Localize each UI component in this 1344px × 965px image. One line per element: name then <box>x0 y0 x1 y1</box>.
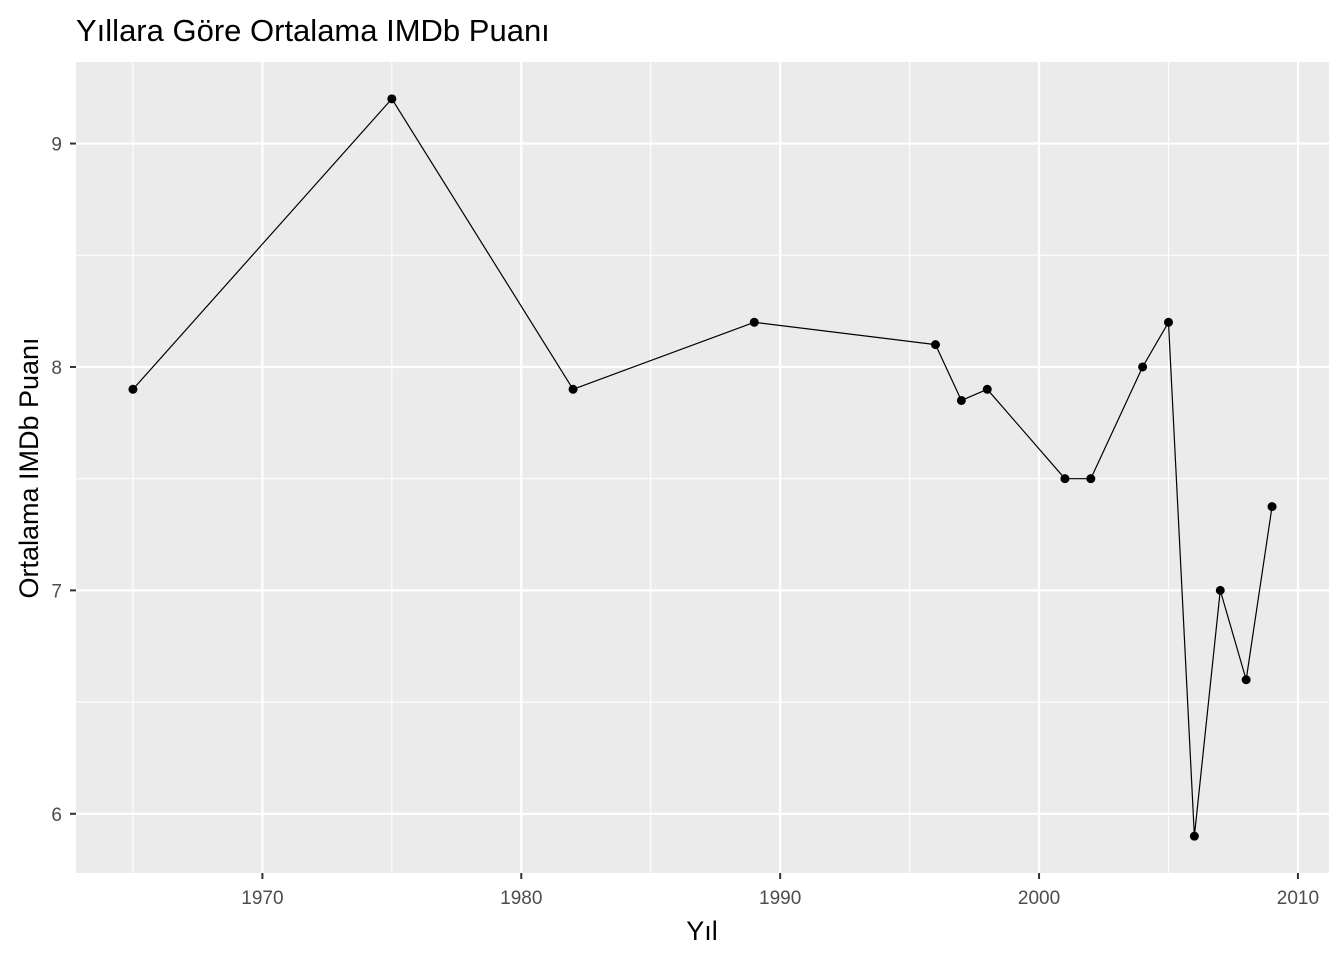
y-axis-title: Ortalama IMDb Puanı <box>14 337 44 598</box>
data-point <box>1189 831 1199 841</box>
data-point <box>749 317 759 327</box>
data-point <box>387 94 397 104</box>
data-point <box>568 384 578 394</box>
x-tick-label: 1980 <box>500 888 542 909</box>
y-axis: 6 7 8 9 <box>51 135 76 826</box>
y-tick-label: 7 <box>51 581 62 602</box>
x-tick-label: 2000 <box>1018 888 1060 909</box>
major-gridlines <box>76 62 1329 873</box>
minor-gridlines <box>76 62 1329 873</box>
data-point <box>930 340 940 350</box>
data-point <box>956 395 966 405</box>
y-tick-label: 6 <box>51 805 62 826</box>
data-point <box>128 384 138 394</box>
series-layer <box>128 94 1277 841</box>
data-point <box>1241 675 1251 685</box>
x-tick-label: 1990 <box>759 888 801 909</box>
data-point <box>1138 362 1148 372</box>
data-point <box>1060 474 1070 484</box>
x-axis-title: Yıl <box>686 916 718 946</box>
data-point <box>1267 502 1277 512</box>
data-point <box>1086 474 1096 484</box>
data-point <box>1163 317 1173 327</box>
y-tick-label: 9 <box>51 135 62 156</box>
chart-title: Yıllara Göre Ortalama IMDb Puanı <box>76 13 550 48</box>
data-point <box>982 384 992 394</box>
y-tick-label: 8 <box>51 358 62 379</box>
plot-panel <box>76 62 1329 873</box>
x-axis: 1970 1980 1990 2000 2010 <box>241 873 1319 909</box>
x-tick-label: 2010 <box>1277 888 1319 909</box>
data-point <box>1215 585 1225 595</box>
x-tick-label: 1970 <box>241 888 283 909</box>
